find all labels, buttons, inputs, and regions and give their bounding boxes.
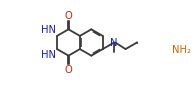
Text: O: O xyxy=(64,65,72,75)
Text: HN: HN xyxy=(41,50,56,60)
Text: O: O xyxy=(65,11,72,21)
Text: NH₂: NH₂ xyxy=(172,45,191,54)
Text: N: N xyxy=(110,37,118,48)
Text: HN: HN xyxy=(41,25,56,35)
